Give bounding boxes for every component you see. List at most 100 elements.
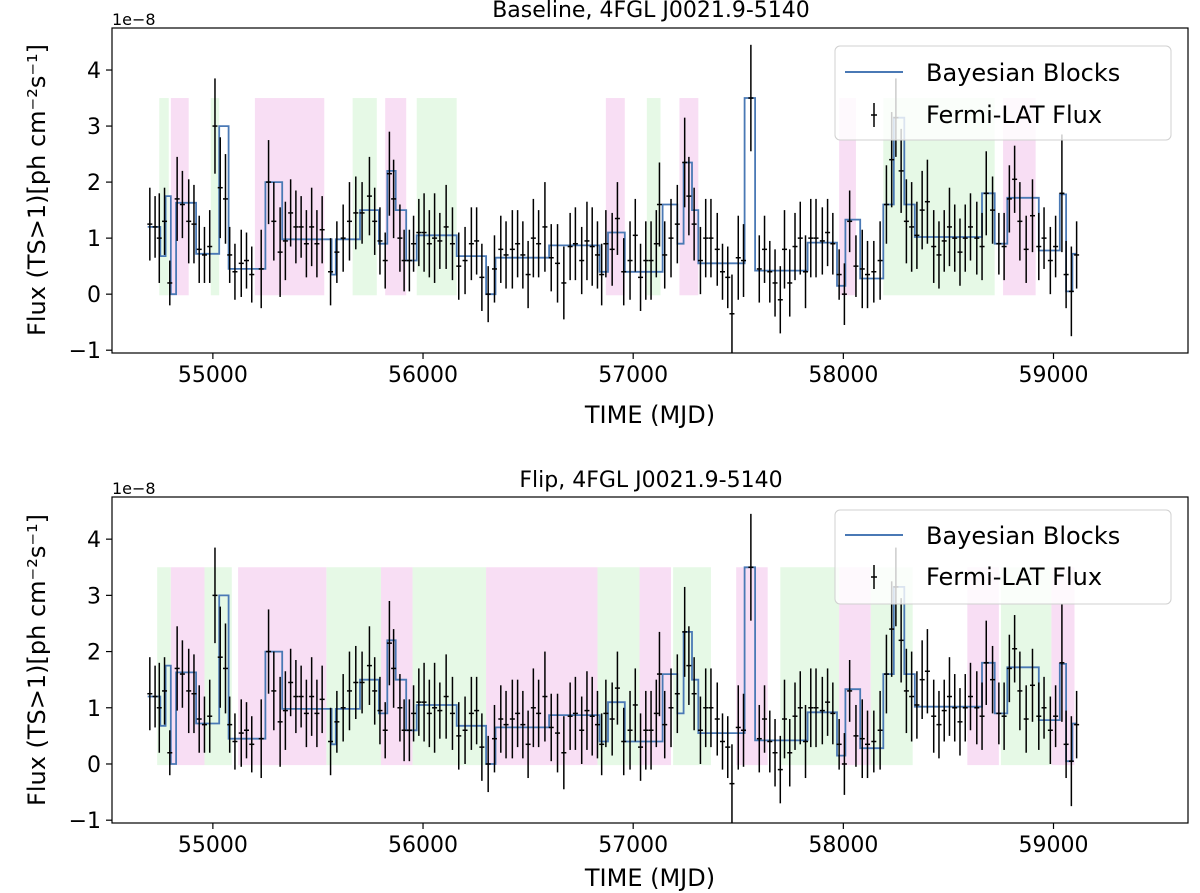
flux-point-89 [648, 221, 654, 300]
flux-point-49 [421, 662, 427, 742]
flux-point-77 [584, 671, 590, 750]
flux-point-157 [1023, 215, 1029, 283]
fermi-flux-series [147, 513, 1080, 823]
flux-point-26 [293, 660, 299, 734]
flux-point-81 [603, 679, 609, 748]
flux-point-149 [979, 212, 985, 281]
flux-point-64 [509, 210, 515, 289]
flux-point-137 [914, 201, 920, 269]
flux-point-46 [406, 229, 412, 292]
flux-point-43 [391, 159, 397, 239]
flux-point-119 [813, 198, 819, 278]
flux-point-137 [914, 671, 920, 739]
flux-point-53 [443, 654, 449, 739]
bayesian-blocks-series [147, 97, 1077, 296]
flux-point-160 [1041, 207, 1047, 269]
flux-point-141 [936, 690, 942, 759]
x-tick-label-4: 59000 [1019, 363, 1089, 388]
magenta-region-3 [605, 98, 625, 296]
flux-point-66 [520, 690, 526, 759]
flux-point-87 [638, 243, 644, 311]
flux-point-98 [697, 696, 703, 764]
y-tick-label-3: 2 [87, 641, 101, 666]
flux-point-38 [366, 626, 372, 705]
flux-point-44 [397, 204, 403, 272]
flux-point-148 [974, 671, 980, 745]
flux-point-20 [258, 229, 264, 309]
flux-point-76 [579, 226, 585, 295]
flux-point-150 [983, 620, 989, 705]
flux-point-66 [520, 221, 526, 289]
flux-point-27 [298, 665, 304, 728]
flux-point-99 [703, 668, 709, 748]
flux-point-108 [756, 235, 762, 303]
flux-point-25 [288, 648, 294, 717]
flux-point-104 [729, 744, 735, 823]
bayesian-blocks-line [147, 97, 1077, 296]
flux-point-105 [735, 685, 741, 770]
flux-point-33 [334, 221, 340, 283]
y-axis-ticks: −1 0 1 2 3 4 [69, 59, 112, 364]
flux-point-44 [397, 674, 403, 742]
y-tick-label-1: 0 [87, 753, 101, 778]
flux-point-79 [594, 221, 600, 289]
flux-point-125 [847, 660, 853, 722]
y-offset-text: 1e−8 [112, 10, 156, 29]
flux-point-122 [830, 682, 836, 745]
flux-point-75 [572, 207, 578, 281]
flux-point-60 [485, 266, 491, 323]
legend-fermi-flux-swatch [871, 103, 877, 127]
flux-point-130 [877, 690, 883, 770]
flux-point-158 [1029, 179, 1035, 253]
flux-point-101 [714, 682, 720, 756]
flux-point-121 [825, 198, 831, 267]
flux-point-131 [883, 634, 889, 714]
flux-point-7 [186, 648, 192, 734]
y-tick-label-3: 2 [87, 171, 101, 196]
flux-point-107 [748, 513, 754, 621]
flux-point-50 [426, 210, 432, 278]
flux-point-84 [621, 707, 627, 776]
flux-point-136 [909, 651, 915, 742]
legend: Bayesian Blocks Fermi-LAT Flux [834, 45, 1172, 141]
flux-point-25 [288, 179, 294, 247]
flux-point-80 [599, 713, 605, 776]
flux-point-105 [735, 215, 741, 300]
flux-point-5 [174, 626, 180, 711]
flux-point-36 [353, 645, 359, 720]
flux-point-41 [382, 702, 388, 759]
flux-point-152 [996, 682, 1002, 745]
flux-point-113 [782, 679, 787, 759]
flux-point-150 [983, 151, 989, 236]
legend-fermi-flux-label: Fermi-LAT Flux [926, 101, 1102, 129]
flux-point-55 [456, 702, 462, 770]
flux-point-70 [542, 651, 548, 742]
flux-point-165 [1068, 716, 1074, 807]
flux-point-8 [191, 184, 197, 264]
flux-point-162 [1053, 215, 1059, 278]
flux-point-164 [1063, 710, 1069, 779]
flux-point-130 [877, 221, 883, 300]
flux-point-0 [147, 187, 153, 261]
flux-point-94 [674, 654, 680, 734]
flux-point-10 [201, 226, 207, 283]
flux-point-111 [772, 719, 778, 787]
flux-point-1 [152, 196, 158, 258]
flux-point-47 [411, 685, 417, 742]
flux-point-12 [212, 547, 218, 644]
flux-point-98 [697, 226, 703, 295]
flux-point-70 [542, 182, 548, 272]
flux-point-19 [249, 716, 255, 773]
flux-point-18 [244, 702, 249, 759]
flux-point-103 [725, 716, 731, 779]
flux-point-45 [401, 229, 407, 292]
flux-point-11 [207, 210, 213, 283]
flux-point-141 [936, 221, 942, 289]
flux-point-117 [803, 704, 809, 779]
flux-point-16 [232, 713, 238, 770]
flux-point-120 [819, 676, 825, 745]
flux-point-39 [372, 657, 378, 725]
y-axis-label: Flux (TS>1)[ph cm⁻²s⁻¹] [23, 514, 51, 806]
flux-point-36 [353, 176, 359, 250]
